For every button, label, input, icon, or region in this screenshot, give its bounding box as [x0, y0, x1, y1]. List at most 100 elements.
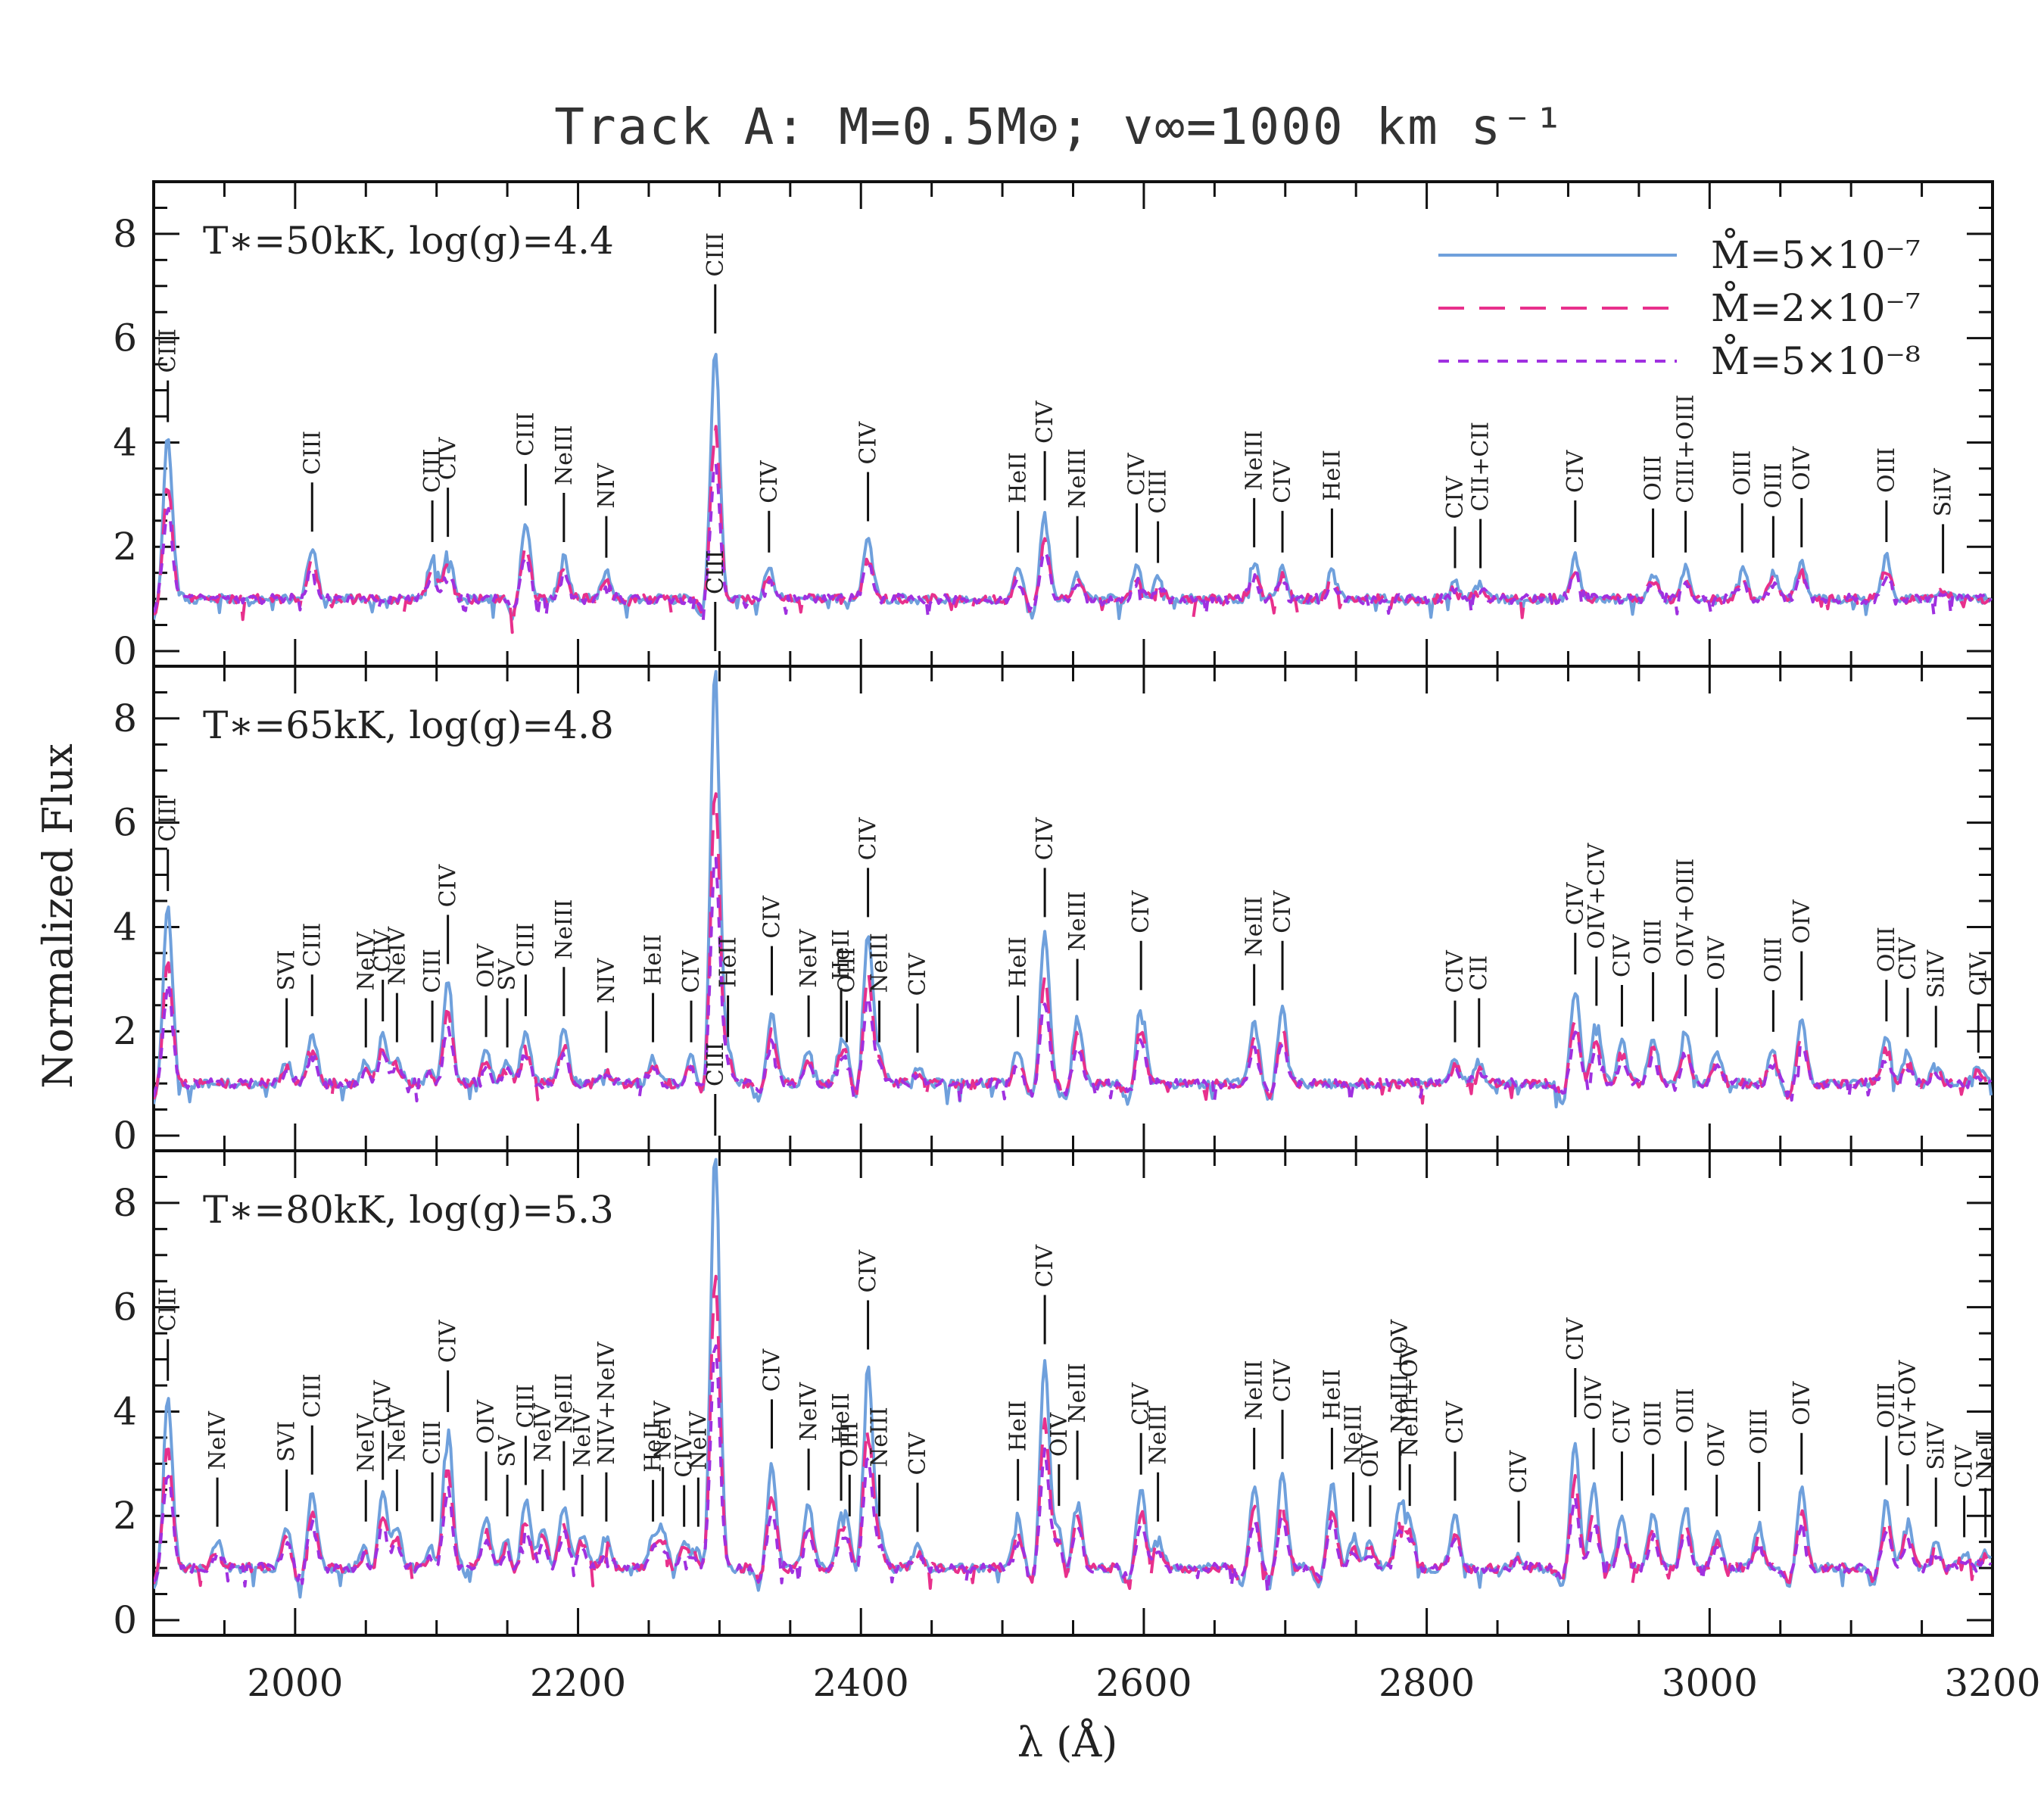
- y-tick-label: 6: [113, 801, 137, 845]
- series-line-3: [154, 462, 1993, 622]
- line-id-label: NeIV: [796, 1382, 822, 1441]
- line-id-label: CIV: [759, 1348, 786, 1392]
- line-id-label: CII+CII: [1468, 422, 1494, 511]
- line-id-label: CIV: [855, 1249, 882, 1293]
- line-id-label: CIV: [1128, 1382, 1154, 1426]
- line-id-label: NeIII: [1242, 896, 1268, 957]
- line-id-label: OIII: [1640, 919, 1667, 965]
- line-id-label: SiIV: [1923, 949, 1949, 999]
- line-id-label: NeII: [1973, 1429, 1999, 1481]
- line-id-label: NeIV: [353, 1413, 379, 1473]
- line-id-label: CIV: [1609, 933, 1635, 977]
- line-id-label: CIV: [435, 864, 462, 908]
- line-id-label: OIV: [1704, 1422, 1731, 1466]
- legend-label: M̊=2×10⁻⁷: [1711, 280, 1921, 330]
- line-id-label: OIV: [1581, 1375, 1607, 1420]
- line-id-label: NeIV: [530, 1402, 556, 1462]
- line-id-label: SV: [494, 1434, 521, 1467]
- line-id-label: CIII: [155, 1287, 182, 1332]
- panels: 0 2 4 6 8 T∗=50kK, log(g)=4.4 CIII CIII CIII CIV C…: [113, 180, 1999, 1642]
- line-id-label: NeIII: [1242, 1360, 1268, 1420]
- line-id-label: CIV: [905, 952, 931, 996]
- line-id-label: CIV: [370, 928, 397, 972]
- y-tick-label: 6: [113, 1286, 137, 1329]
- line-id-label: NeIII: [1064, 448, 1091, 509]
- x-tick-label: 2200: [530, 1661, 626, 1705]
- y-tick-label: 2: [113, 1494, 137, 1538]
- line-id-label: NeIII+OV: [1387, 1319, 1413, 1434]
- line-id-label: OIII: [1760, 937, 1787, 983]
- line-id-label: CIV: [1270, 460, 1296, 503]
- y-tick-label: 2: [113, 525, 137, 569]
- line-id-label: NeIII: [551, 425, 578, 485]
- y-tick-label: 2: [113, 1009, 137, 1053]
- line-id-label: CIV: [1563, 1317, 1589, 1360]
- line-id-label: NIV: [594, 957, 620, 1003]
- spectra: [154, 1158, 1993, 1599]
- spectra: [154, 670, 1993, 1108]
- x-tick-label: 3200: [1944, 1661, 2040, 1705]
- line-id-label: HeII: [640, 934, 667, 986]
- line-id-label: OIII: [1640, 1401, 1667, 1446]
- line-id-label: OIII: [837, 1422, 863, 1467]
- line-id-label: CIV: [671, 1434, 698, 1478]
- line-id-label: CIII+OIII: [1673, 394, 1700, 503]
- y-tick-label: 4: [113, 420, 137, 464]
- line-id-label: CIV: [370, 1379, 397, 1423]
- line-id-label: CIV: [678, 949, 705, 993]
- line-id-label: OIII: [1673, 1388, 1700, 1433]
- line-id-label: HeII: [715, 937, 742, 988]
- line-id-label: NeIV: [685, 1410, 712, 1470]
- line-id-label: CIV: [1032, 1244, 1058, 1288]
- line-id-label: OIV: [1789, 899, 1815, 943]
- line-id-label: CIII: [419, 1420, 446, 1465]
- line-id-label: CIV: [435, 1319, 462, 1363]
- line-id-label: NeIII: [867, 1407, 893, 1467]
- line-id-label: NeIII: [1064, 1363, 1091, 1423]
- line-id-label: NIV+NeIV: [594, 1341, 620, 1465]
- line-id-label: SVI: [274, 949, 301, 990]
- line-id-label: CIII: [419, 949, 446, 993]
- x-axis-label: λ (Å): [1017, 1717, 1118, 1766]
- line-id-label: OIII: [1874, 447, 1900, 493]
- line-id-label: CIV: [1124, 452, 1151, 496]
- x-tick-label: 2600: [1095, 1661, 1192, 1705]
- panel-label: T∗=80kK, log(g)=5.3: [203, 1188, 614, 1232]
- panel-label: T∗=50kK, log(g)=4.4: [203, 219, 614, 263]
- line-id-label: NeIII: [551, 1373, 578, 1434]
- y-tick-label: 0: [113, 1598, 137, 1642]
- y-tick-label: 6: [113, 316, 137, 360]
- line-id-label: CIV: [1609, 1400, 1635, 1444]
- line-id-label: CII: [1466, 955, 1493, 991]
- line-id-label: CIV: [1965, 952, 1992, 996]
- line-id-label: CIV: [1270, 890, 1296, 933]
- line-id-label: CIII: [299, 431, 326, 475]
- line-id-label: CIV: [1563, 449, 1589, 493]
- line-id-label: NeIII: [551, 899, 578, 960]
- line-id-label: HeII: [828, 1393, 855, 1445]
- line-id-label: CIII: [703, 1042, 729, 1086]
- line-id-label: CIV: [855, 817, 882, 861]
- y-tick-label: 0: [113, 1114, 137, 1158]
- legend-label: M̊=5×10⁻⁷: [1711, 227, 1921, 277]
- line-id-label: CIV: [1442, 949, 1469, 993]
- line-id-label: OIII: [1746, 1409, 1773, 1454]
- y-tick-label: 8: [113, 1181, 137, 1225]
- line-id-label: CIV: [1952, 1445, 1978, 1488]
- x-tick-label: 2400: [813, 1661, 909, 1705]
- line-id-label: CIV: [756, 460, 783, 503]
- line-id-label: NIV: [594, 463, 620, 509]
- line-id-label: CIII: [513, 923, 539, 968]
- line-id-label: NeIV: [384, 926, 410, 986]
- line-id-label: NeIII: [1340, 1404, 1366, 1465]
- line-id-label: NeIII+OV: [1397, 1342, 1423, 1457]
- line-id-label: CIV: [759, 895, 786, 939]
- line-id-label: OIV: [1357, 1432, 1384, 1477]
- line-id-label: CIV: [905, 1432, 931, 1476]
- line-id-label: SiIV: [1930, 467, 1957, 516]
- chart-title: Track A: M=0.5M⊙; v∞=1000 km s⁻¹: [554, 98, 1566, 156]
- line-id-label: CIV: [1563, 881, 1589, 925]
- line-id-label: SVI: [274, 1421, 301, 1462]
- line-id-label: OIII: [1760, 463, 1787, 509]
